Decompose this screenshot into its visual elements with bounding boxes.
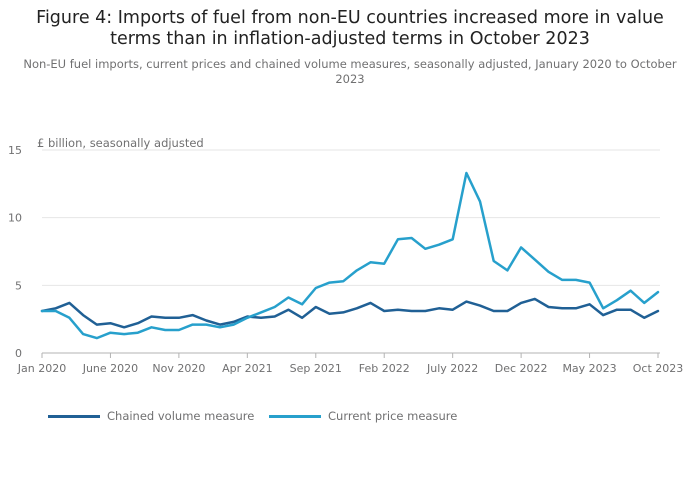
chart-subtitle: Non-EU fuel imports, current prices and … bbox=[23, 57, 677, 86]
y-tick-label: 10 bbox=[8, 212, 22, 225]
gridlines bbox=[42, 149, 660, 354]
legend-item-chained[interactable]: Chained volume measure bbox=[48, 409, 254, 423]
x-axis-ticks: Jan 2020 June 2020 Nov 2020 Apr 2021 Sep 202… bbox=[17, 353, 683, 375]
legend-item-current[interactable]: Current price measure bbox=[269, 409, 457, 423]
chart-title: Figure 4: Imports of fuel from non-EU co… bbox=[36, 8, 664, 49]
y-axis-label: £ billion, seasonally adjusted bbox=[37, 136, 204, 150]
legend-swatch-current bbox=[269, 414, 321, 418]
series-lines bbox=[40, 171, 660, 340]
series-line-current[interactable] bbox=[40, 171, 660, 340]
x-tick-label: May 2023 bbox=[562, 362, 616, 375]
y-axis-ticks: 0 5 10 15 bbox=[8, 144, 22, 360]
y-tick-label: 0 bbox=[15, 347, 22, 360]
series-line-chained[interactable] bbox=[40, 297, 660, 329]
x-tick-label: Feb 2022 bbox=[359, 362, 410, 375]
x-tick-label: Dec 2022 bbox=[495, 362, 548, 375]
legend-label-chained: Chained volume measure bbox=[107, 409, 255, 423]
x-tick-label: Apr 2021 bbox=[222, 362, 273, 375]
y-tick-label: 5 bbox=[15, 279, 22, 292]
x-tick-label: Oct 2023 bbox=[633, 362, 684, 375]
y-tick-label: 15 bbox=[8, 144, 22, 157]
x-tick-label: July 2022 bbox=[426, 362, 478, 375]
x-tick-label: Nov 2020 bbox=[152, 362, 205, 375]
x-tick-label: Jan 2020 bbox=[17, 362, 66, 375]
x-tick-label: June 2020 bbox=[82, 362, 138, 375]
legend-label-current: Current price measure bbox=[328, 409, 458, 423]
x-tick-label: Sep 2021 bbox=[290, 362, 342, 375]
legend-swatch-chained bbox=[48, 414, 100, 418]
